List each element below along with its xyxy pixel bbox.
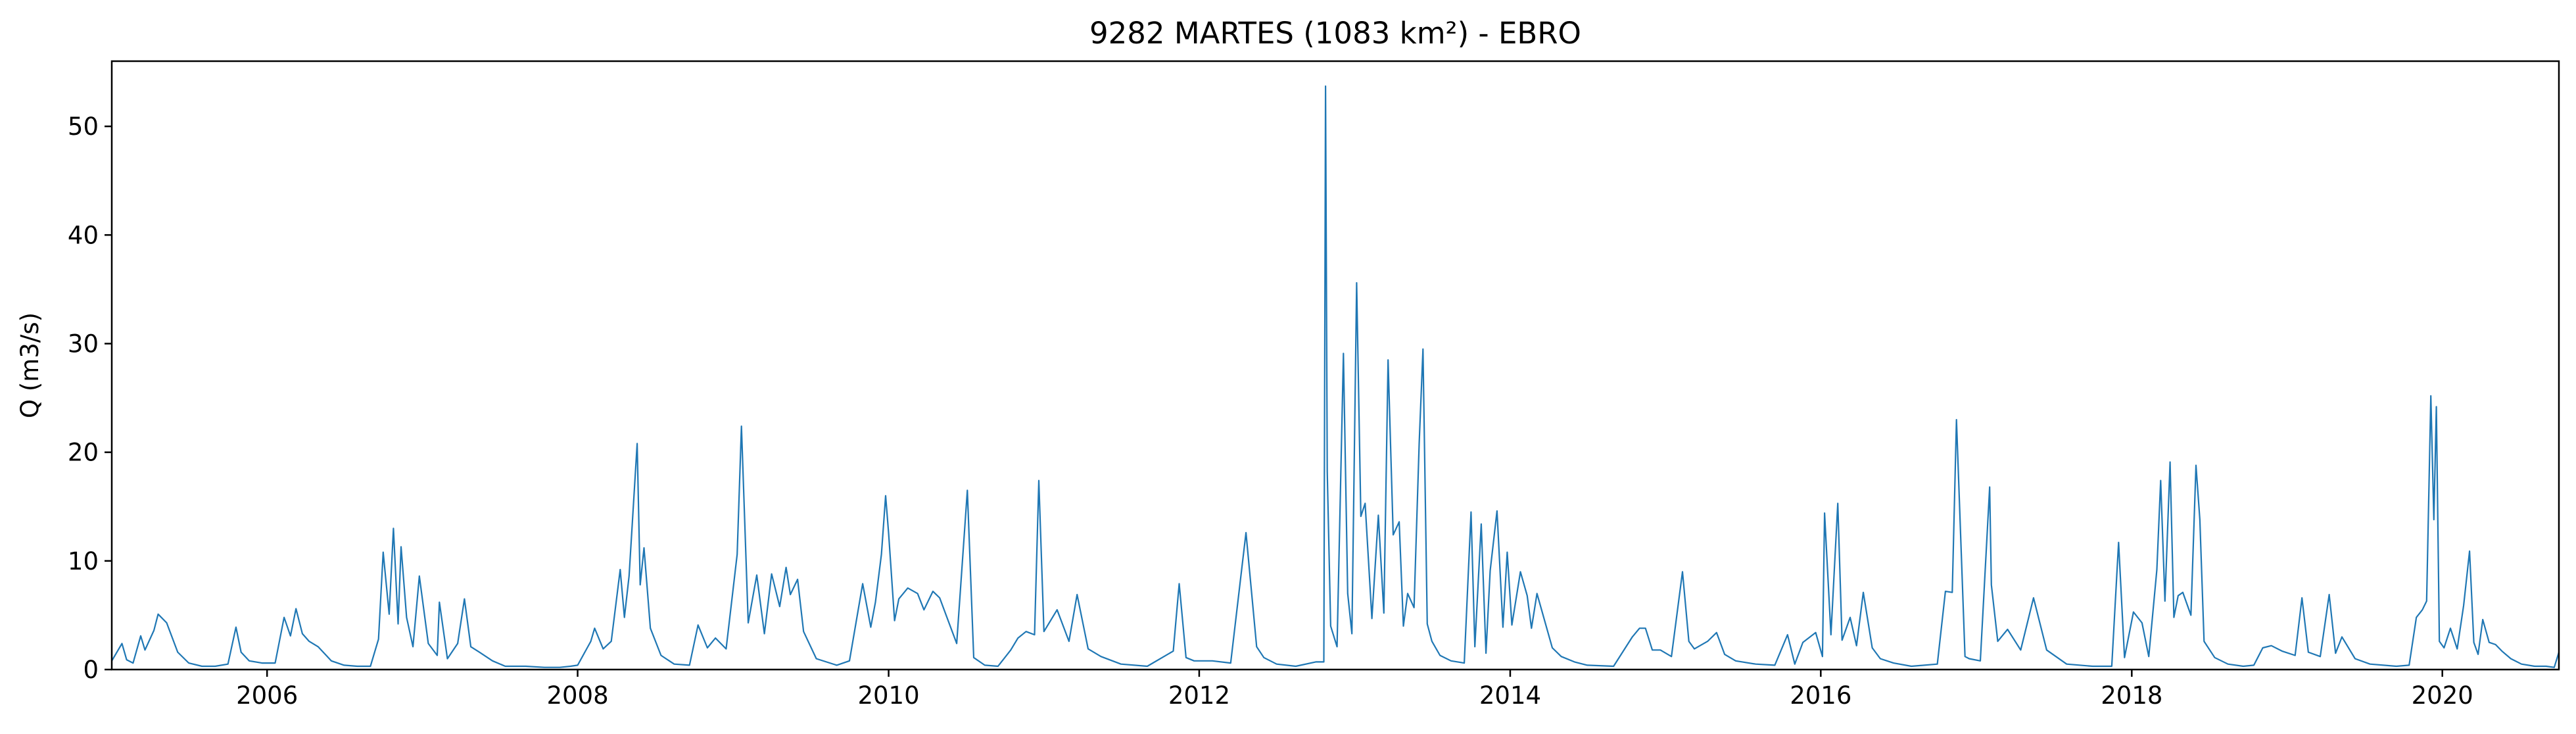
chart-title: 9282 MARTES (1083 km²) - EBRO <box>1089 16 1581 51</box>
plot-area <box>111 85 2560 668</box>
x-tick-label: 2020 <box>2412 681 2473 710</box>
x-tick-label: 2016 <box>1790 681 1851 710</box>
x-tick-label: 2014 <box>1479 681 1541 710</box>
axes-frame <box>110 60 2560 671</box>
y-tick-label: 40 <box>68 221 99 249</box>
y-axis-label: Q (m3/s) <box>16 312 44 418</box>
y-tick-label: 0 <box>83 656 99 684</box>
y-tick-label: 30 <box>68 330 99 358</box>
x-tick-label: 2010 <box>857 681 919 710</box>
y-tick-label: 20 <box>68 439 99 467</box>
y-tick-label: 10 <box>68 547 99 575</box>
x-axis: 2006 2008 2010 2012 2014 2016 2018 2020 <box>236 670 2473 710</box>
x-tick-label: 2018 <box>2101 681 2162 710</box>
x-tick-label: 2012 <box>1168 681 1230 710</box>
x-tick-label: 2008 <box>546 681 608 710</box>
y-tick-label: 50 <box>68 112 99 141</box>
x-tick-label: 2006 <box>236 681 298 710</box>
discharge-series-line <box>111 85 2560 668</box>
y-axis: 0 10 20 30 40 50 <box>68 112 112 684</box>
